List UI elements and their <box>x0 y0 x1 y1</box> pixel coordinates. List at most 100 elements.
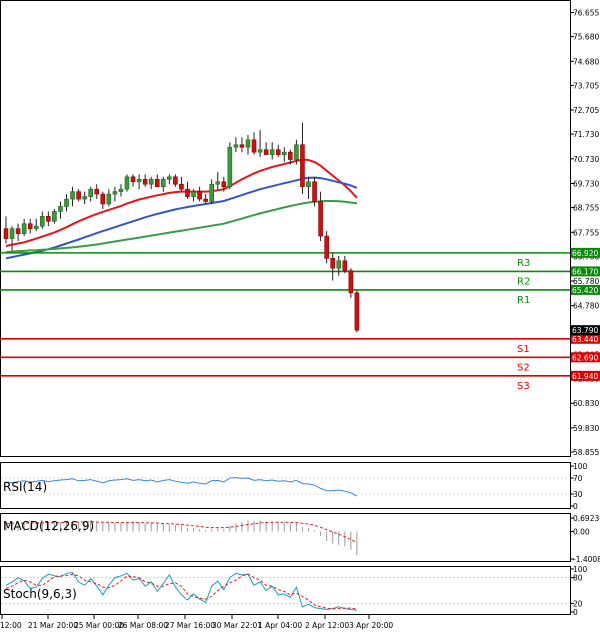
indicator-tick-label: 30 <box>573 490 583 499</box>
candle-body <box>142 178 148 185</box>
candle-body <box>318 201 323 237</box>
candle-body <box>269 149 275 155</box>
candle-body <box>58 206 63 212</box>
candle-body <box>209 183 214 202</box>
time-tick-label: 1 Apr 04:00 <box>258 621 302 630</box>
indicator-tick-label: 70 <box>573 474 583 483</box>
indicator-tick-label: -1.4008 <box>573 555 600 564</box>
pivot-level-price-box <box>571 370 600 381</box>
candle-body <box>288 151 293 160</box>
pivot-level-price-label: 63.440 <box>572 335 598 344</box>
indicator-tick-label: 0 <box>573 608 578 617</box>
candle-body <box>330 258 336 269</box>
candle-body <box>27 223 33 229</box>
candle-body <box>173 176 178 185</box>
candle-body <box>94 188 100 195</box>
candle-body <box>263 149 269 155</box>
stoch-panel-frame <box>0 566 571 615</box>
candle-body <box>245 139 251 148</box>
candle-body <box>82 196 87 200</box>
candle-body <box>251 139 257 153</box>
candle-body <box>88 188 93 197</box>
candle-body <box>191 191 196 197</box>
time-tick-label: 12:00 <box>0 621 22 630</box>
candle-body <box>336 260 342 269</box>
candle-body <box>179 183 184 190</box>
candle-body <box>167 176 172 180</box>
rsi-panel: 100 70 30 0 <box>1 462 588 511</box>
candle-body <box>70 191 75 200</box>
candle-body <box>294 144 299 160</box>
rsi-line <box>5 477 358 497</box>
candle-body <box>136 178 142 183</box>
price-panel-frame <box>0 0 571 457</box>
price-axis: 76.655 75.680 74.680 73.705 72.705 71.730 70.7… <box>570 9 599 457</box>
candle-body <box>275 149 281 155</box>
candle-body <box>281 151 287 155</box>
price-tick-label: 65.780 <box>573 277 599 286</box>
candle-body <box>130 176 136 183</box>
candles <box>3 122 360 333</box>
candle-body <box>154 178 160 188</box>
pivot-level-price-label: 61.940 <box>572 372 598 381</box>
indicator-tick-label: 100 <box>573 462 588 471</box>
pivot-level-price-box <box>571 247 600 258</box>
time-tick-label: 30 Mar 22:01 <box>212 621 262 630</box>
time-tick-label: 25 Mar 00:00 <box>74 621 124 630</box>
candle-body <box>3 228 9 239</box>
price-tick-label: 68.755 <box>573 204 599 213</box>
time-tick-label: 26 Mar 08:00 <box>118 621 168 630</box>
time-tick-label: 2 Apr 12:00 <box>305 621 349 630</box>
candle-body <box>118 188 124 192</box>
candle-body <box>233 144 239 148</box>
time-tick-label: 21 Mar 20:00 <box>28 621 78 630</box>
pivot-levels: R3 66.920 R2 66.170 R1 65.420 S1 63.440 S2 62.690… <box>0 247 600 392</box>
candle-body <box>21 223 27 234</box>
candle-body <box>354 292 360 331</box>
pivot-level-price-box <box>571 352 600 363</box>
candle-body <box>257 149 263 153</box>
indicator-tick-label: 0.6923 <box>573 514 599 523</box>
indicator-tick-label: 0 <box>573 502 578 511</box>
candle-body <box>46 216 51 222</box>
candle-body <box>124 176 130 190</box>
time-tick-label: 3 Apr 20:00 <box>349 621 393 630</box>
price-tick-label: 59.830 <box>573 424 599 433</box>
pivot-level-price-box <box>571 284 600 295</box>
candle-body <box>106 193 112 205</box>
pivot-level-price-box <box>571 333 600 344</box>
macd-signal-line <box>5 521 358 543</box>
pivot-level-price-label: 66.170 <box>572 267 598 276</box>
pivot-level-name: S3 <box>517 381 530 392</box>
candle-body <box>306 181 311 188</box>
candle-body <box>112 191 118 195</box>
candle-body <box>9 228 15 239</box>
pivot-level-price-label: 65.420 <box>572 286 598 295</box>
macd-label: MACD(12,26,9) <box>3 519 94 533</box>
candle-body <box>300 144 305 188</box>
candle-body <box>161 178 166 188</box>
rsi-panel-frame <box>0 462 571 509</box>
time-tick-label: 27 Mar 16:00 <box>165 621 215 630</box>
candle-body <box>185 188 190 197</box>
pivot-level-name: R1 <box>517 295 530 306</box>
candle-body <box>203 198 208 202</box>
indicator-tick-label: 20 <box>573 599 583 608</box>
moving-average-line <box>5 200 358 254</box>
pivot-level-name: S2 <box>517 362 530 373</box>
current-price-label: 63.790 <box>572 326 598 335</box>
price-tick-label: 58.855 <box>573 448 599 457</box>
moving-average-line <box>5 176 358 260</box>
price-tick-label: 73.705 <box>573 81 599 90</box>
candle-body <box>348 270 354 294</box>
macd-panel: 0.6923 0.00 -1.4008 <box>5 514 600 564</box>
current-price-box <box>571 325 600 336</box>
candle-body <box>148 178 154 185</box>
price-tick-label: 74.680 <box>573 57 599 66</box>
indicator-tick-label: 0.00 <box>573 528 590 537</box>
candle-body <box>197 191 202 200</box>
price-tick-label: 72.705 <box>573 106 599 115</box>
